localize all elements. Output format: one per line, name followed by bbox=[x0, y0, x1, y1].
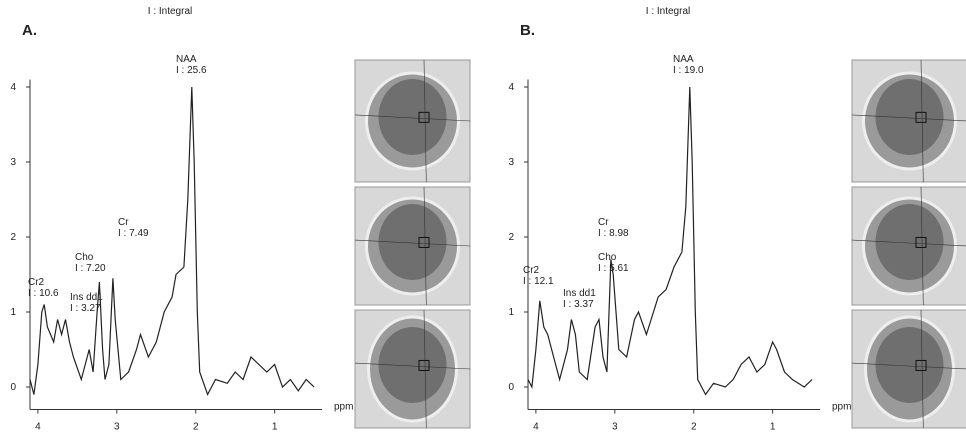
y-tick-label: 1 bbox=[10, 307, 16, 318]
y-tick-label: 4 bbox=[10, 82, 16, 93]
x-axis-label: ppm bbox=[832, 402, 851, 413]
peak-label: Cr2 bbox=[523, 265, 540, 276]
y-tick-label: 4 bbox=[508, 82, 514, 93]
y-tick-label: 0 bbox=[10, 382, 16, 393]
chart-title: I : Integral bbox=[148, 6, 192, 17]
peak-integral: I : 10.6 bbox=[28, 288, 59, 299]
x-tick-label: 3 bbox=[612, 422, 618, 433]
spectrum-line bbox=[30, 87, 314, 395]
x-tick-label: 1 bbox=[272, 422, 278, 433]
peak-label: Cr bbox=[118, 217, 129, 228]
peak-integral: I : 5.61 bbox=[598, 263, 629, 274]
peak-integral: I : 12.1 bbox=[523, 276, 554, 287]
peak-label: Ins dd1 bbox=[70, 292, 103, 303]
peak-integral: I : 3.37 bbox=[563, 299, 594, 310]
figure: A.I : Integral012344321ppmCr2I : 10.6Ins… bbox=[0, 0, 966, 435]
peak-label: Cho bbox=[75, 252, 94, 263]
x-tick-label: 2 bbox=[691, 422, 697, 433]
peak-integral: I : 8.98 bbox=[598, 228, 629, 239]
mri-brain bbox=[379, 79, 447, 155]
y-tick-label: 0 bbox=[508, 382, 514, 393]
peak-label: NAA bbox=[176, 54, 197, 65]
peak-integral: I : 25.6 bbox=[176, 65, 207, 76]
y-tick-label: 2 bbox=[10, 232, 16, 243]
peak-integral: I : 19.0 bbox=[673, 65, 704, 76]
x-axis-label: ppm bbox=[334, 402, 353, 413]
x-tick-label: 2 bbox=[193, 422, 199, 433]
peak-label: Cr bbox=[598, 217, 609, 228]
mri-brain bbox=[876, 79, 944, 155]
peak-integral: I : 7.20 bbox=[75, 263, 106, 274]
panel-label: A. bbox=[22, 22, 37, 39]
x-tick-label: 3 bbox=[114, 422, 120, 433]
y-tick-label: 2 bbox=[508, 232, 514, 243]
peak-label: Ins dd1 bbox=[563, 288, 596, 299]
peak-label: Cho bbox=[598, 252, 617, 263]
x-tick-label: 1 bbox=[770, 422, 776, 433]
peak-label: Cr2 bbox=[28, 277, 45, 288]
chart-title: I : Integral bbox=[646, 6, 690, 17]
x-tick-label: 4 bbox=[35, 422, 41, 433]
y-tick-label: 3 bbox=[508, 157, 514, 168]
spectrum-line bbox=[528, 87, 812, 395]
x-tick-label: 4 bbox=[533, 422, 539, 433]
peak-integral: I : 7.49 bbox=[118, 228, 149, 239]
panel-label: B. bbox=[520, 22, 535, 39]
peak-integral: I : 3.27 bbox=[70, 303, 101, 314]
y-tick-label: 1 bbox=[508, 307, 514, 318]
peak-label: NAA bbox=[673, 54, 694, 65]
y-tick-label: 3 bbox=[10, 157, 16, 168]
